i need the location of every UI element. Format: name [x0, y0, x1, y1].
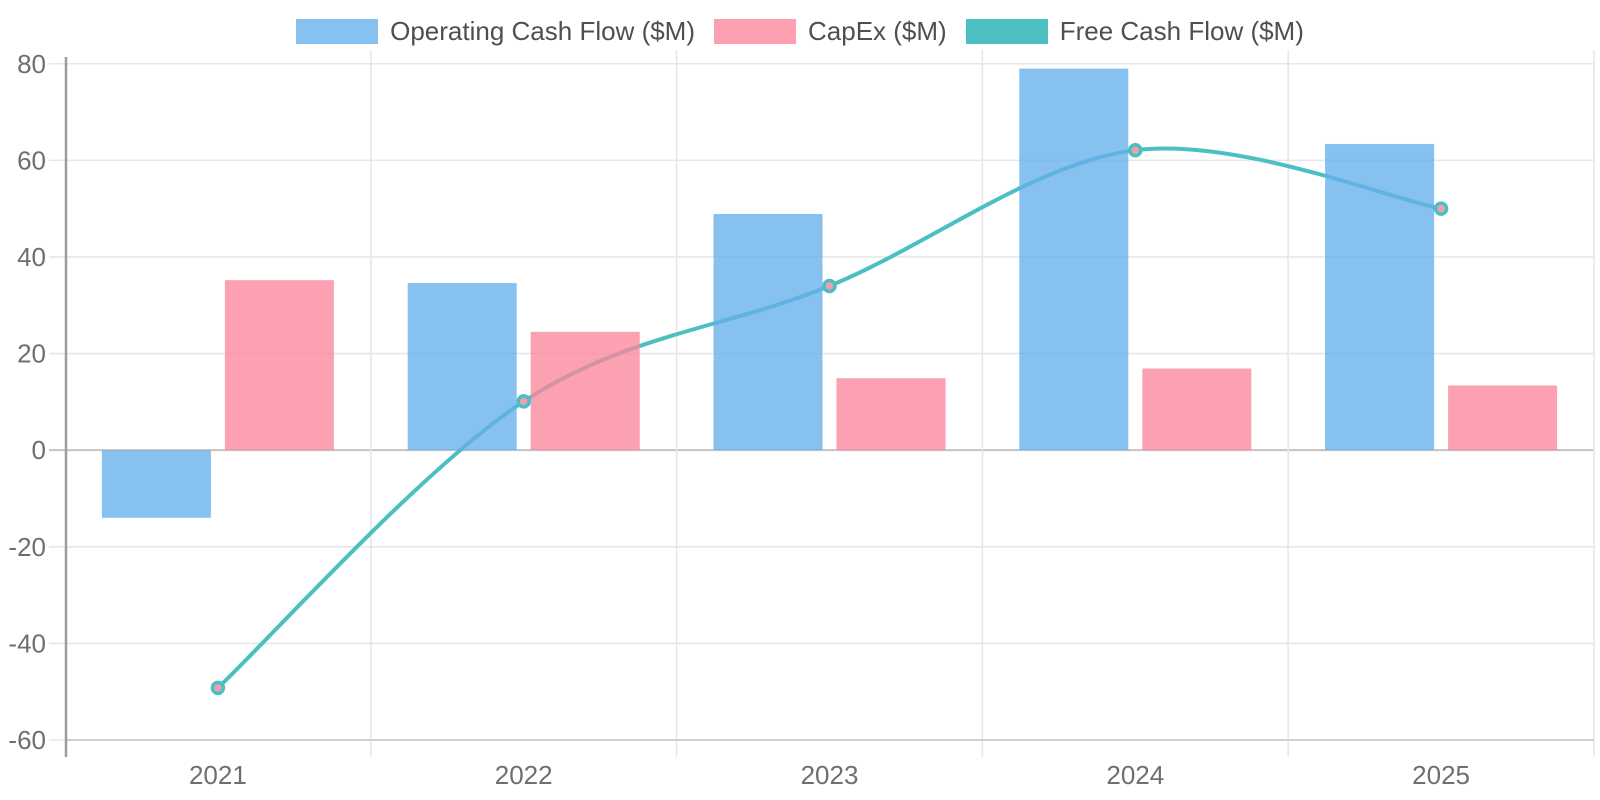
point-free-cash-flow-2021[interactable]: [210, 680, 226, 696]
x-axis-label-2021: 2021: [189, 760, 247, 790]
bar-capex-2023[interactable]: [836, 378, 946, 451]
point-free-cash-flow-2022[interactable]: [516, 394, 531, 409]
bar-capex-2025[interactable]: [1448, 385, 1558, 451]
x-axis-label-2025: 2025: [1412, 760, 1470, 790]
x-axis-label-2024: 2024: [1106, 760, 1164, 790]
bar-operating-cash-flow-2021[interactable]: [101, 450, 211, 518]
x-axis-label-2022: 2022: [495, 760, 553, 790]
bar-operating-cash-flow-2024[interactable]: [1019, 68, 1129, 451]
y-axis-label-0: 0: [32, 435, 46, 465]
point-free-cash-flow-2025[interactable]: [1433, 201, 1449, 216]
y-axis-label--60: -60: [8, 725, 46, 755]
legend-swatch-operating-cash-flow: [296, 19, 379, 44]
x-axis-label-2023: 2023: [801, 760, 859, 790]
bar-capex-2021[interactable]: [224, 280, 334, 451]
legend-item-capex[interactable]: CapEx ($M): [714, 16, 947, 47]
legend-swatch-capex: [714, 19, 797, 44]
y-axis-label--40: -40: [8, 628, 46, 658]
bar-operating-cash-flow-2022[interactable]: [407, 283, 517, 451]
bar-operating-cash-flow-2023[interactable]: [713, 213, 823, 451]
legend-swatch-free-cash-flow: [965, 19, 1048, 44]
bar-capex-2022[interactable]: [530, 331, 640, 451]
point-free-cash-flow-2023[interactable]: [822, 278, 837, 294]
legend-item-free-cash-flow[interactable]: Free Cash Flow ($M): [965, 16, 1304, 47]
legend-label-free-cash-flow: Free Cash Flow ($M): [1059, 16, 1304, 46]
y-axis-label--20: -20: [8, 532, 46, 562]
bar-operating-cash-flow-2025[interactable]: [1325, 143, 1435, 451]
y-axis-label-40: 40: [17, 242, 46, 272]
point-free-cash-flow-2024[interactable]: [1128, 142, 1143, 158]
legend-item-operating-cash-flow[interactable]: Operating Cash Flow ($M): [296, 16, 695, 47]
y-axis-label-80: 80: [17, 49, 46, 79]
legend-label-operating-cash-flow: Operating Cash Flow ($M): [390, 16, 696, 46]
legend-label-capex: CapEx ($M): [808, 16, 947, 46]
y-axis-label-60: 60: [17, 145, 46, 175]
line-free-cash-flow[interactable]: [215, 146, 1444, 690]
chart-legend: Operating Cash Flow ($M) CapEx ($M) Free…: [0, 16, 1600, 47]
y-axis-label-20: 20: [17, 339, 46, 369]
bar-capex-2024[interactable]: [1142, 368, 1252, 451]
